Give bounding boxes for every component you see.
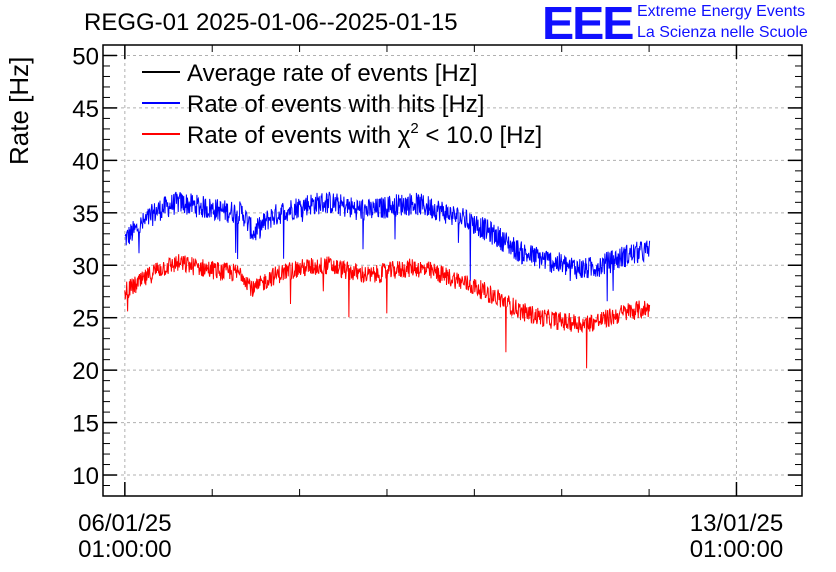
y-tick-label: 40	[72, 148, 99, 175]
chart-title: REGG-01 2025-01-06--2025-01-15	[84, 9, 458, 36]
x-tick-label-date: 13/01/25	[690, 510, 783, 537]
axes: 10152025303540455006/01/2501:00:0013/01/…	[72, 43, 803, 563]
eee-logo-line2: La Scienza nelle Scuole	[637, 24, 808, 41]
eee-logo-line1: Extreme Energy Events	[637, 3, 806, 20]
y-tick-label: 20	[72, 358, 99, 385]
x-tick-label-time: 01:00:00	[690, 536, 783, 563]
legend-label-0: Average rate of events [Hz]	[187, 60, 477, 87]
series-line-1	[124, 191, 651, 302]
plot-frame	[102, 44, 803, 497]
series-lines	[124, 191, 651, 369]
y-tick-label: 25	[72, 306, 99, 333]
x-tick-label-date: 06/01/25	[78, 510, 171, 537]
series-line-2	[124, 254, 651, 369]
eee-logo: EEE	[542, 0, 634, 49]
y-tick-label: 10	[72, 463, 99, 490]
y-tick-label: 15	[72, 411, 99, 438]
y-tick-label: 30	[72, 253, 99, 280]
y-tick-label: 35	[72, 201, 99, 228]
legend-label-2: Rate of events with χ2 < 10.0 [Hz]	[187, 120, 542, 149]
legend-label-1: Rate of events with hits [Hz]	[187, 91, 484, 118]
y-tick-label: 50	[72, 43, 99, 70]
grid	[103, 45, 802, 496]
legend: Average rate of events [Hz] Rate of event…	[142, 60, 542, 149]
x-tick-label-time: 01:00:00	[78, 536, 171, 563]
y-tick-label: 45	[72, 96, 99, 123]
